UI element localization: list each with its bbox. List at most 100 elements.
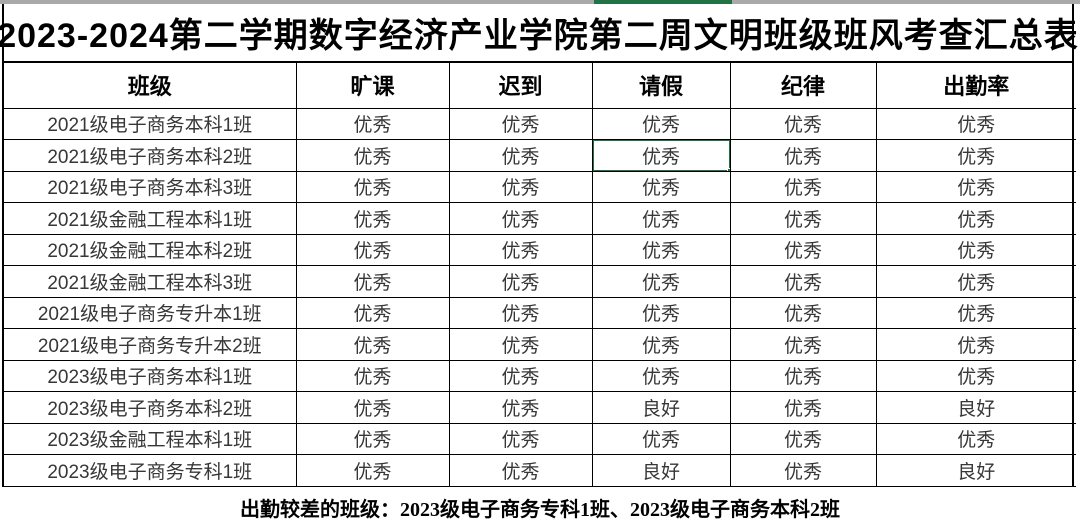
table-row: 2021级金融工程本科1班 优秀 优秀 优秀 优秀 优秀: [4, 202, 1076, 235]
cell-value[interactable]: 优秀: [295, 328, 450, 361]
cell-value[interactable]: 优秀: [448, 139, 593, 172]
cell-value[interactable]: 优秀: [448, 454, 593, 487]
cell-value[interactable]: 优秀: [591, 107, 731, 140]
table-row: 2023级金融工程本科1班 优秀 优秀 优秀 优秀 优秀: [4, 422, 1076, 455]
cell-value[interactable]: 优秀: [295, 139, 450, 172]
cell-value[interactable]: 优秀: [875, 170, 1076, 203]
cell-value[interactable]: 优秀: [591, 422, 731, 455]
cell-class-name[interactable]: 2021级金融工程本科3班: [4, 265, 297, 298]
cell-class-name[interactable]: 2021级金融工程本科1班: [4, 202, 297, 235]
cell-value[interactable]: 优秀: [875, 202, 1076, 235]
table-row: 2021级电子商务本科2班 优秀 优秀 优秀 优秀 优秀: [4, 139, 1076, 172]
table-row: 2021级金融工程本科2班 优秀 优秀 优秀 优秀 优秀: [4, 233, 1076, 266]
cell-value[interactable]: 优秀: [729, 233, 877, 266]
cell-class-name[interactable]: 2021级电子商务本科1班: [4, 107, 297, 140]
cell-value[interactable]: 优秀: [591, 202, 731, 235]
cell-value[interactable]: 优秀: [448, 359, 593, 392]
cell-value[interactable]: 优秀: [591, 170, 731, 203]
cell-value[interactable]: 优秀: [448, 170, 593, 203]
cell-class-name[interactable]: 2023级电子商务专科1班: [4, 454, 297, 487]
cell-class-name[interactable]: 2023级电子商务本科2班: [4, 391, 297, 424]
top-strip: [0, 0, 1080, 4]
header-discipline[interactable]: 纪律: [729, 63, 877, 109]
cell-value[interactable]: 优秀: [295, 359, 450, 392]
cell-class-name[interactable]: 2023级金融工程本科1班: [4, 422, 297, 455]
cell-value[interactable]: 优秀: [448, 391, 593, 424]
cell-value[interactable]: 优秀: [591, 359, 731, 392]
cell-value[interactable]: 优秀: [875, 422, 1076, 455]
cell-value[interactable]: 优秀: [875, 265, 1076, 298]
cell-value[interactable]: 优秀: [729, 391, 877, 424]
cell-value[interactable]: 优秀: [448, 296, 593, 329]
cell-class-name[interactable]: 2021级电子商务专升本1班: [4, 296, 297, 329]
cell-value[interactable]: 优秀: [295, 265, 450, 298]
table-title: 2023-2024第二学期数字经济产业学院第二周文明班级班风考查汇总表: [0, 4, 1078, 63]
header-row: 班级 旷课 迟到 请假 纪律 出勤率: [4, 63, 1076, 109]
cell-value[interactable]: 优秀: [875, 296, 1076, 329]
footer-note: 出勤较差的班级：2023级电子商务专科1班、2023级电子商务本科2班: [0, 488, 1080, 526]
cell-value[interactable]: 优秀: [875, 359, 1076, 392]
cell-value[interactable]: 优秀: [591, 139, 731, 172]
cell-value[interactable]: 良好: [591, 391, 731, 424]
cell-value[interactable]: 良好: [875, 391, 1076, 424]
cell-value[interactable]: 优秀: [295, 454, 450, 487]
header-leave[interactable]: 请假: [591, 63, 731, 109]
cell-value[interactable]: 优秀: [295, 107, 450, 140]
table-row: 2021级电子商务专升本1班 优秀 优秀 优秀 优秀 优秀: [4, 296, 1076, 329]
table-row: 2021级电子商务本科3班 优秀 优秀 优秀 优秀 优秀: [4, 170, 1076, 203]
cell-value[interactable]: 优秀: [295, 170, 450, 203]
cell-value[interactable]: 优秀: [448, 202, 593, 235]
cell-value[interactable]: 优秀: [295, 233, 450, 266]
cell-value[interactable]: 优秀: [448, 328, 593, 361]
cell-value[interactable]: 优秀: [729, 170, 877, 203]
cell-value[interactable]: 优秀: [448, 265, 593, 298]
cell-value[interactable]: 优秀: [448, 233, 593, 266]
table-row: 2023级电子商务本科2班 优秀 优秀 良好 优秀 良好: [4, 391, 1076, 424]
cell-class-name[interactable]: 2021级电子商务本科3班: [4, 170, 297, 203]
table-row: 2021级电子商务本科1班 优秀 优秀 优秀 优秀 优秀: [4, 107, 1076, 140]
cell-value[interactable]: 优秀: [875, 328, 1076, 361]
cell-value[interactable]: 优秀: [448, 107, 593, 140]
header-late[interactable]: 迟到: [448, 63, 593, 109]
cell-class-name[interactable]: 2023级电子商务本科1班: [4, 359, 297, 392]
header-attendance[interactable]: 出勤率: [875, 63, 1076, 109]
cell-value[interactable]: 优秀: [875, 233, 1076, 266]
cell-value[interactable]: 优秀: [729, 296, 877, 329]
cell-value[interactable]: 优秀: [729, 359, 877, 392]
cell-class-name[interactable]: 2021级电子商务本科2班: [4, 139, 297, 172]
cell-value[interactable]: 良好: [591, 454, 731, 487]
cell-class-name[interactable]: 2021级金融工程本科2班: [4, 233, 297, 266]
table-body: 2021级电子商务本科1班 优秀 优秀 优秀 优秀 优秀 2021级电子商务本科2班 优秀 优秀…: [4, 107, 1076, 487]
cell-value[interactable]: 优秀: [295, 391, 450, 424]
cell-value[interactable]: 良好: [875, 454, 1076, 487]
selection-border: [593, 140, 729, 171]
cell-value[interactable]: 优秀: [591, 296, 731, 329]
cell-value[interactable]: 优秀: [591, 233, 731, 266]
selected-column-highlight: [594, 0, 732, 4]
cell-value[interactable]: 优秀: [729, 107, 877, 140]
table-row: 2023级电子商务本科1班 优秀 优秀 优秀 优秀 优秀: [4, 359, 1076, 392]
cell-value[interactable]: 优秀: [729, 454, 877, 487]
table-row: 2021级金融工程本科3班 优秀 优秀 优秀 优秀 优秀: [4, 265, 1076, 298]
cell-value[interactable]: 优秀: [295, 202, 450, 235]
cell-value[interactable]: 优秀: [295, 422, 450, 455]
selection-fill-handle[interactable]: [726, 167, 729, 171]
header-class[interactable]: 班级: [4, 63, 297, 109]
summary-grid: 班级 旷课 迟到 请假 纪律 出勤率 2021级电子商务本科1班 优秀 优秀 优秀 优秀…: [4, 63, 1076, 487]
table-row: 2023级电子商务专科1班 优秀 优秀 良好 优秀 良好: [4, 454, 1076, 487]
cell-value[interactable]: 优秀: [729, 139, 877, 172]
cell-value[interactable]: 优秀: [729, 265, 877, 298]
cell-value[interactable]: 优秀: [448, 422, 593, 455]
cell-class-name[interactable]: 2021级电子商务专升本2班: [4, 328, 297, 361]
cell-value[interactable]: 优秀: [591, 265, 731, 298]
cell-value[interactable]: 优秀: [729, 422, 877, 455]
cell-value[interactable]: 优秀: [295, 296, 450, 329]
cell-value[interactable]: 优秀: [729, 202, 877, 235]
header-absence[interactable]: 旷课: [295, 63, 450, 109]
cell-value[interactable]: 优秀: [875, 139, 1076, 172]
cell-value[interactable]: 优秀: [729, 328, 877, 361]
table-row: 2021级电子商务专升本2班 优秀 优秀 优秀 优秀 优秀: [4, 328, 1076, 361]
cell-value[interactable]: 优秀: [591, 328, 731, 361]
cell-value[interactable]: 优秀: [875, 107, 1076, 140]
